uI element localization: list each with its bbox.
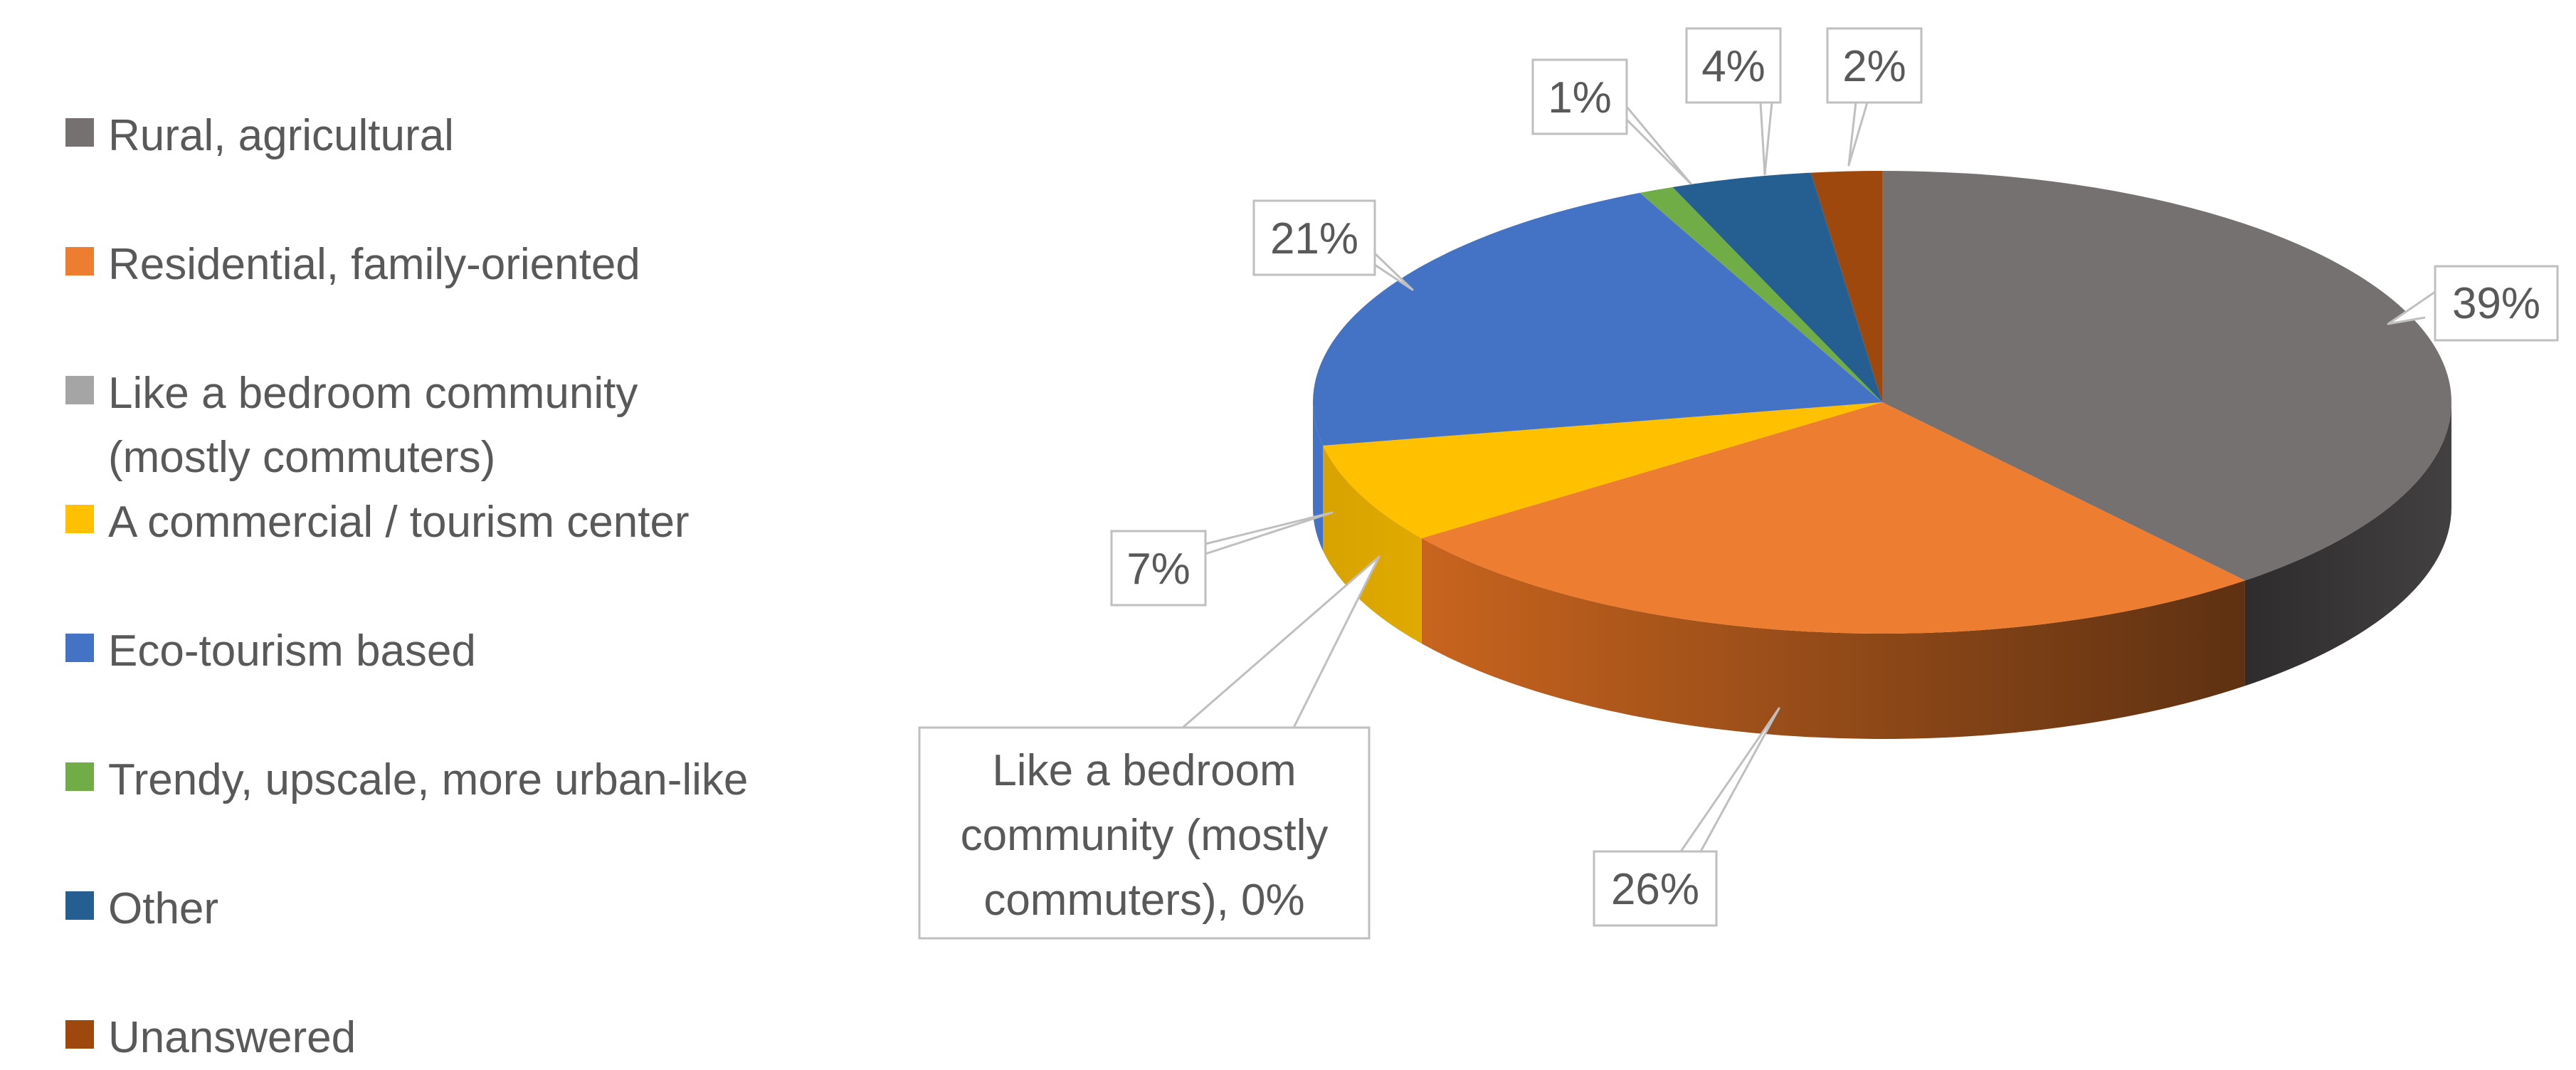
data-label-bedroom-community-line-2: community (mostly xyxy=(961,811,1329,860)
leader-line-residential xyxy=(1679,707,1780,852)
data-label-box-unanswered xyxy=(1826,27,1923,104)
leader-line-other xyxy=(1759,102,1773,176)
legend-item-residential: Residential, family-oriented xyxy=(65,233,640,297)
data-label-box-commercial-tourism xyxy=(1110,530,1207,607)
data-label-trendy-upscale: 1% xyxy=(1548,73,1612,122)
pie-slice-eco-tourism xyxy=(1313,192,1882,446)
pie-slice-rural xyxy=(1882,171,2451,581)
data-label-bedroom-community-line-1: Like a bedroom xyxy=(992,746,1296,795)
legend-label-bedroom-community: Like a bedroom community (mostly commute… xyxy=(108,369,638,482)
legend-swatch-other xyxy=(65,891,94,920)
data-label-box-residential xyxy=(1593,850,1718,927)
data-label-bedroom-community-line-3: commuters), 0% xyxy=(983,876,1304,925)
pie-side-commercial-tourism xyxy=(1323,445,1422,644)
leader-line-commercial-tourism xyxy=(1205,511,1334,555)
legend-swatch-rural xyxy=(65,118,94,147)
data-label-other: 4% xyxy=(1701,42,1765,91)
pie-side-rural xyxy=(2244,402,2451,686)
leader-line-bedroom-community xyxy=(1182,555,1381,729)
legend-swatch-eco-tourism xyxy=(65,634,94,662)
data-label-residential: 26% xyxy=(1611,865,1699,914)
legend-item-commercial-tourism: A commercial / tourism center xyxy=(65,491,690,555)
legend-item-unanswered: Unanswered xyxy=(65,1006,356,1070)
legend-label-residential: Residential, family-oriented xyxy=(108,240,640,289)
data-label-rural: 39% xyxy=(2452,279,2540,328)
leader-line-eco-tourism xyxy=(1373,252,1414,291)
legend-item-bedroom-community: Like a bedroom community (mostly commute… xyxy=(65,362,638,490)
legend-swatch-trendy-upscale xyxy=(65,762,94,791)
legend-label-trendy-upscale: Trendy, upscale, more urban-like xyxy=(108,755,749,804)
legend-label-eco-tourism: Eco-tourism based xyxy=(108,626,476,676)
legend-label-commercial-tourism: A commercial / tourism center xyxy=(108,498,690,547)
legend-label-rural: Rural, agricultural xyxy=(108,111,454,160)
legend-item-eco-tourism: Eco-tourism based xyxy=(65,619,476,683)
pie-side-residential xyxy=(1421,538,2245,739)
pie-slice-trendy-upscale xyxy=(1640,187,1882,402)
leader-line-unanswered xyxy=(1847,102,1869,167)
data-label-eco-tourism: 21% xyxy=(1270,214,1358,263)
legend-item-other: Other xyxy=(65,877,218,941)
data-label-box-trendy-upscale xyxy=(1531,58,1628,135)
legend-label-unanswered: Unanswered xyxy=(108,1013,357,1062)
data-label-box-other xyxy=(1685,27,1782,104)
pie-slice-residential xyxy=(1421,402,2245,634)
data-label-box-bedroom-community xyxy=(918,726,1371,940)
pie-chart: 39% 26% 7% 21% 1% 4% 2% Like a bedroom community… xyxy=(918,27,2559,940)
data-label-commercial-tourism: 7% xyxy=(1126,545,1191,594)
legend-swatch-bedroom-community xyxy=(65,376,94,404)
legend-item-trendy-upscale: Trendy, upscale, more urban-like xyxy=(65,748,748,812)
leader-line-trendy-upscale xyxy=(1625,106,1692,185)
legend-swatch-residential xyxy=(65,247,94,276)
data-label-unanswered: 2% xyxy=(1842,42,1906,91)
legend-swatch-unanswered xyxy=(65,1020,94,1049)
pie-slice-commercial-tourism xyxy=(1323,402,1882,539)
data-label-box-rural xyxy=(2434,265,2559,342)
pie-slice-other xyxy=(1672,172,1882,402)
data-label-box-eco-tourism xyxy=(1252,199,1376,276)
legend-item-rural: Rural, agricultural xyxy=(65,104,454,168)
pie-side-eco-tourism xyxy=(1313,402,1324,551)
pie-slice-unanswered xyxy=(1810,171,1882,402)
legend-swatch-commercial-tourism xyxy=(65,505,94,533)
legend-label-other: Other xyxy=(108,884,219,933)
